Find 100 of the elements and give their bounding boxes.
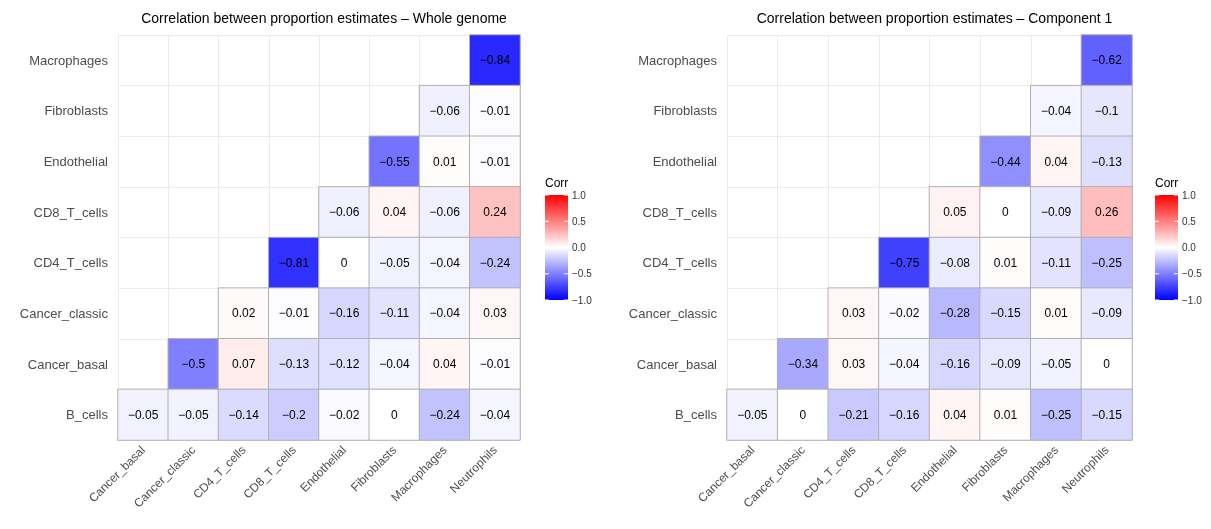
data-label: −0.05 (379, 255, 410, 270)
data-label: −0.05 (737, 407, 768, 422)
color-bar-title: Corr (1155, 176, 1179, 190)
data-label: −0.24 (479, 255, 511, 270)
y-tick-label: CD4_T_cells (33, 255, 109, 271)
chart-title: Correlation between proportion estimates – Whole genome (141, 10, 508, 26)
y-tick-label: CD8_T_cells (33, 204, 109, 220)
y-tick-label: B_cells (675, 407, 718, 423)
data-label: −0.06 (429, 205, 461, 220)
data-label: −0.84 (479, 53, 511, 68)
data-label: −0.04 (429, 255, 461, 270)
data-label: −0.08 (939, 255, 971, 270)
data-label: 0 (391, 407, 399, 422)
y-tick-label: Cancer_classic (19, 305, 109, 321)
data-label: −0.01 (479, 103, 511, 118)
data-label: −0.2 (282, 407, 307, 422)
data-label: −0.11 (1041, 255, 1072, 270)
data-label: 0 (799, 407, 807, 422)
data-label: −0.16 (939, 357, 971, 372)
data-label: −0.09 (1040, 205, 1072, 220)
y-tick-label: CD4_T_cells (642, 255, 718, 271)
data-label: −0.62 (1091, 53, 1123, 68)
data-label: 0.03 (483, 306, 507, 321)
color-bar-label: −0.5 (572, 268, 593, 280)
data-label: −0.06 (429, 103, 461, 118)
data-label: −0.04 (479, 407, 511, 422)
data-label: 0 (340, 255, 348, 270)
data-label: −0.05 (178, 407, 209, 422)
data-label: 0.03 (841, 306, 866, 321)
data-label: −0.06 (328, 205, 360, 220)
y-tick-label: Cancer_basal (27, 356, 109, 372)
data-label: 0.03 (841, 357, 866, 372)
data-label: 0.01 (993, 407, 1018, 422)
data-label: −0.14 (228, 407, 260, 422)
y-tick-label: Cancer_classic (628, 305, 718, 321)
data-label: −0.04 (429, 306, 461, 321)
data-label: −0.1 (1094, 103, 1119, 118)
data-label: −0.25 (1040, 407, 1072, 422)
data-label: 0.05 (943, 205, 967, 220)
data-label: −0.28 (939, 306, 971, 321)
data-label: 0.04 (432, 357, 457, 372)
data-label: −0.21 (838, 407, 870, 422)
data-label: −0.25 (1091, 255, 1123, 270)
data-label: −0.55 (379, 154, 410, 169)
y-tick-label: Cancer_basal (636, 356, 718, 372)
y-tick-label: Macrophages (29, 52, 109, 68)
data-label: −0.05 (127, 407, 159, 422)
y-tick-label: Endothelial (652, 154, 718, 170)
color-bar-label: −1.0 (1182, 294, 1203, 306)
y-tick-label: Fibroblasts (44, 103, 109, 119)
data-label: 0 (1103, 357, 1111, 372)
y-tick-label: CD8_T_cells (642, 204, 718, 220)
color-bar-label: −0.5 (1182, 268, 1203, 280)
color-bar-label: 1.0 (572, 189, 587, 201)
data-label: −0.05 (1040, 357, 1072, 372)
color-bar-title: Corr (545, 176, 569, 190)
data-label: 0.01 (1044, 306, 1069, 321)
data-label: −0.75 (889, 255, 920, 270)
data-label: −0.24 (429, 407, 461, 422)
data-label: 0.01 (432, 154, 457, 169)
color-bar-label: 0.0 (572, 242, 587, 253)
data-label: −0.13 (278, 357, 310, 372)
data-label: −0.02 (328, 407, 360, 422)
data-label: −0.16 (328, 306, 360, 321)
data-label: −0.01 (479, 154, 511, 169)
data-label: −0.5 (181, 357, 206, 372)
data-label: 0.04 (1044, 154, 1069, 169)
color-bar-label: −1.0 (572, 294, 593, 306)
data-label: −0.02 (889, 306, 920, 321)
y-tick-label: Endothelial (43, 154, 109, 170)
y-tick-label: Macrophages (638, 52, 718, 68)
data-label: −0.16 (889, 407, 920, 422)
color-bar-label: 0.5 (572, 215, 587, 227)
data-label: 0.04 (943, 407, 967, 422)
chart-title: Correlation between proportion estimates – Component 1 (756, 10, 1113, 26)
data-label: 0.24 (483, 205, 507, 220)
data-label: −0.11 (379, 306, 410, 321)
color-bar-label: 1.0 (1182, 189, 1197, 201)
data-label: −0.01 (278, 306, 310, 321)
data-label: −0.12 (328, 357, 360, 372)
data-label: 0 (1002, 205, 1010, 220)
data-label: −0.04 (1040, 103, 1072, 118)
data-label: −0.34 (787, 357, 819, 372)
data-label: −0.15 (1091, 407, 1123, 422)
data-label: −0.09 (1091, 306, 1123, 321)
data-label: −0.15 (990, 306, 1021, 321)
y-tick-label: Fibroblasts (653, 103, 718, 119)
color-bar-label: 0.0 (1182, 242, 1197, 253)
y-tick-label: B_cells (66, 407, 109, 423)
data-label: 0.04 (382, 205, 407, 220)
data-label: −0.09 (990, 357, 1021, 372)
data-label: 0.26 (1095, 205, 1119, 220)
data-label: −0.04 (889, 357, 920, 372)
data-label: −0.81 (278, 255, 310, 270)
data-label: −0.01 (479, 357, 511, 372)
data-label: 0.01 (993, 255, 1018, 270)
color-bar-label: 0.5 (1182, 215, 1197, 227)
data-label: −0.13 (1091, 154, 1123, 169)
data-label: −0.44 (990, 154, 1021, 169)
data-label: 0.02 (231, 306, 256, 321)
